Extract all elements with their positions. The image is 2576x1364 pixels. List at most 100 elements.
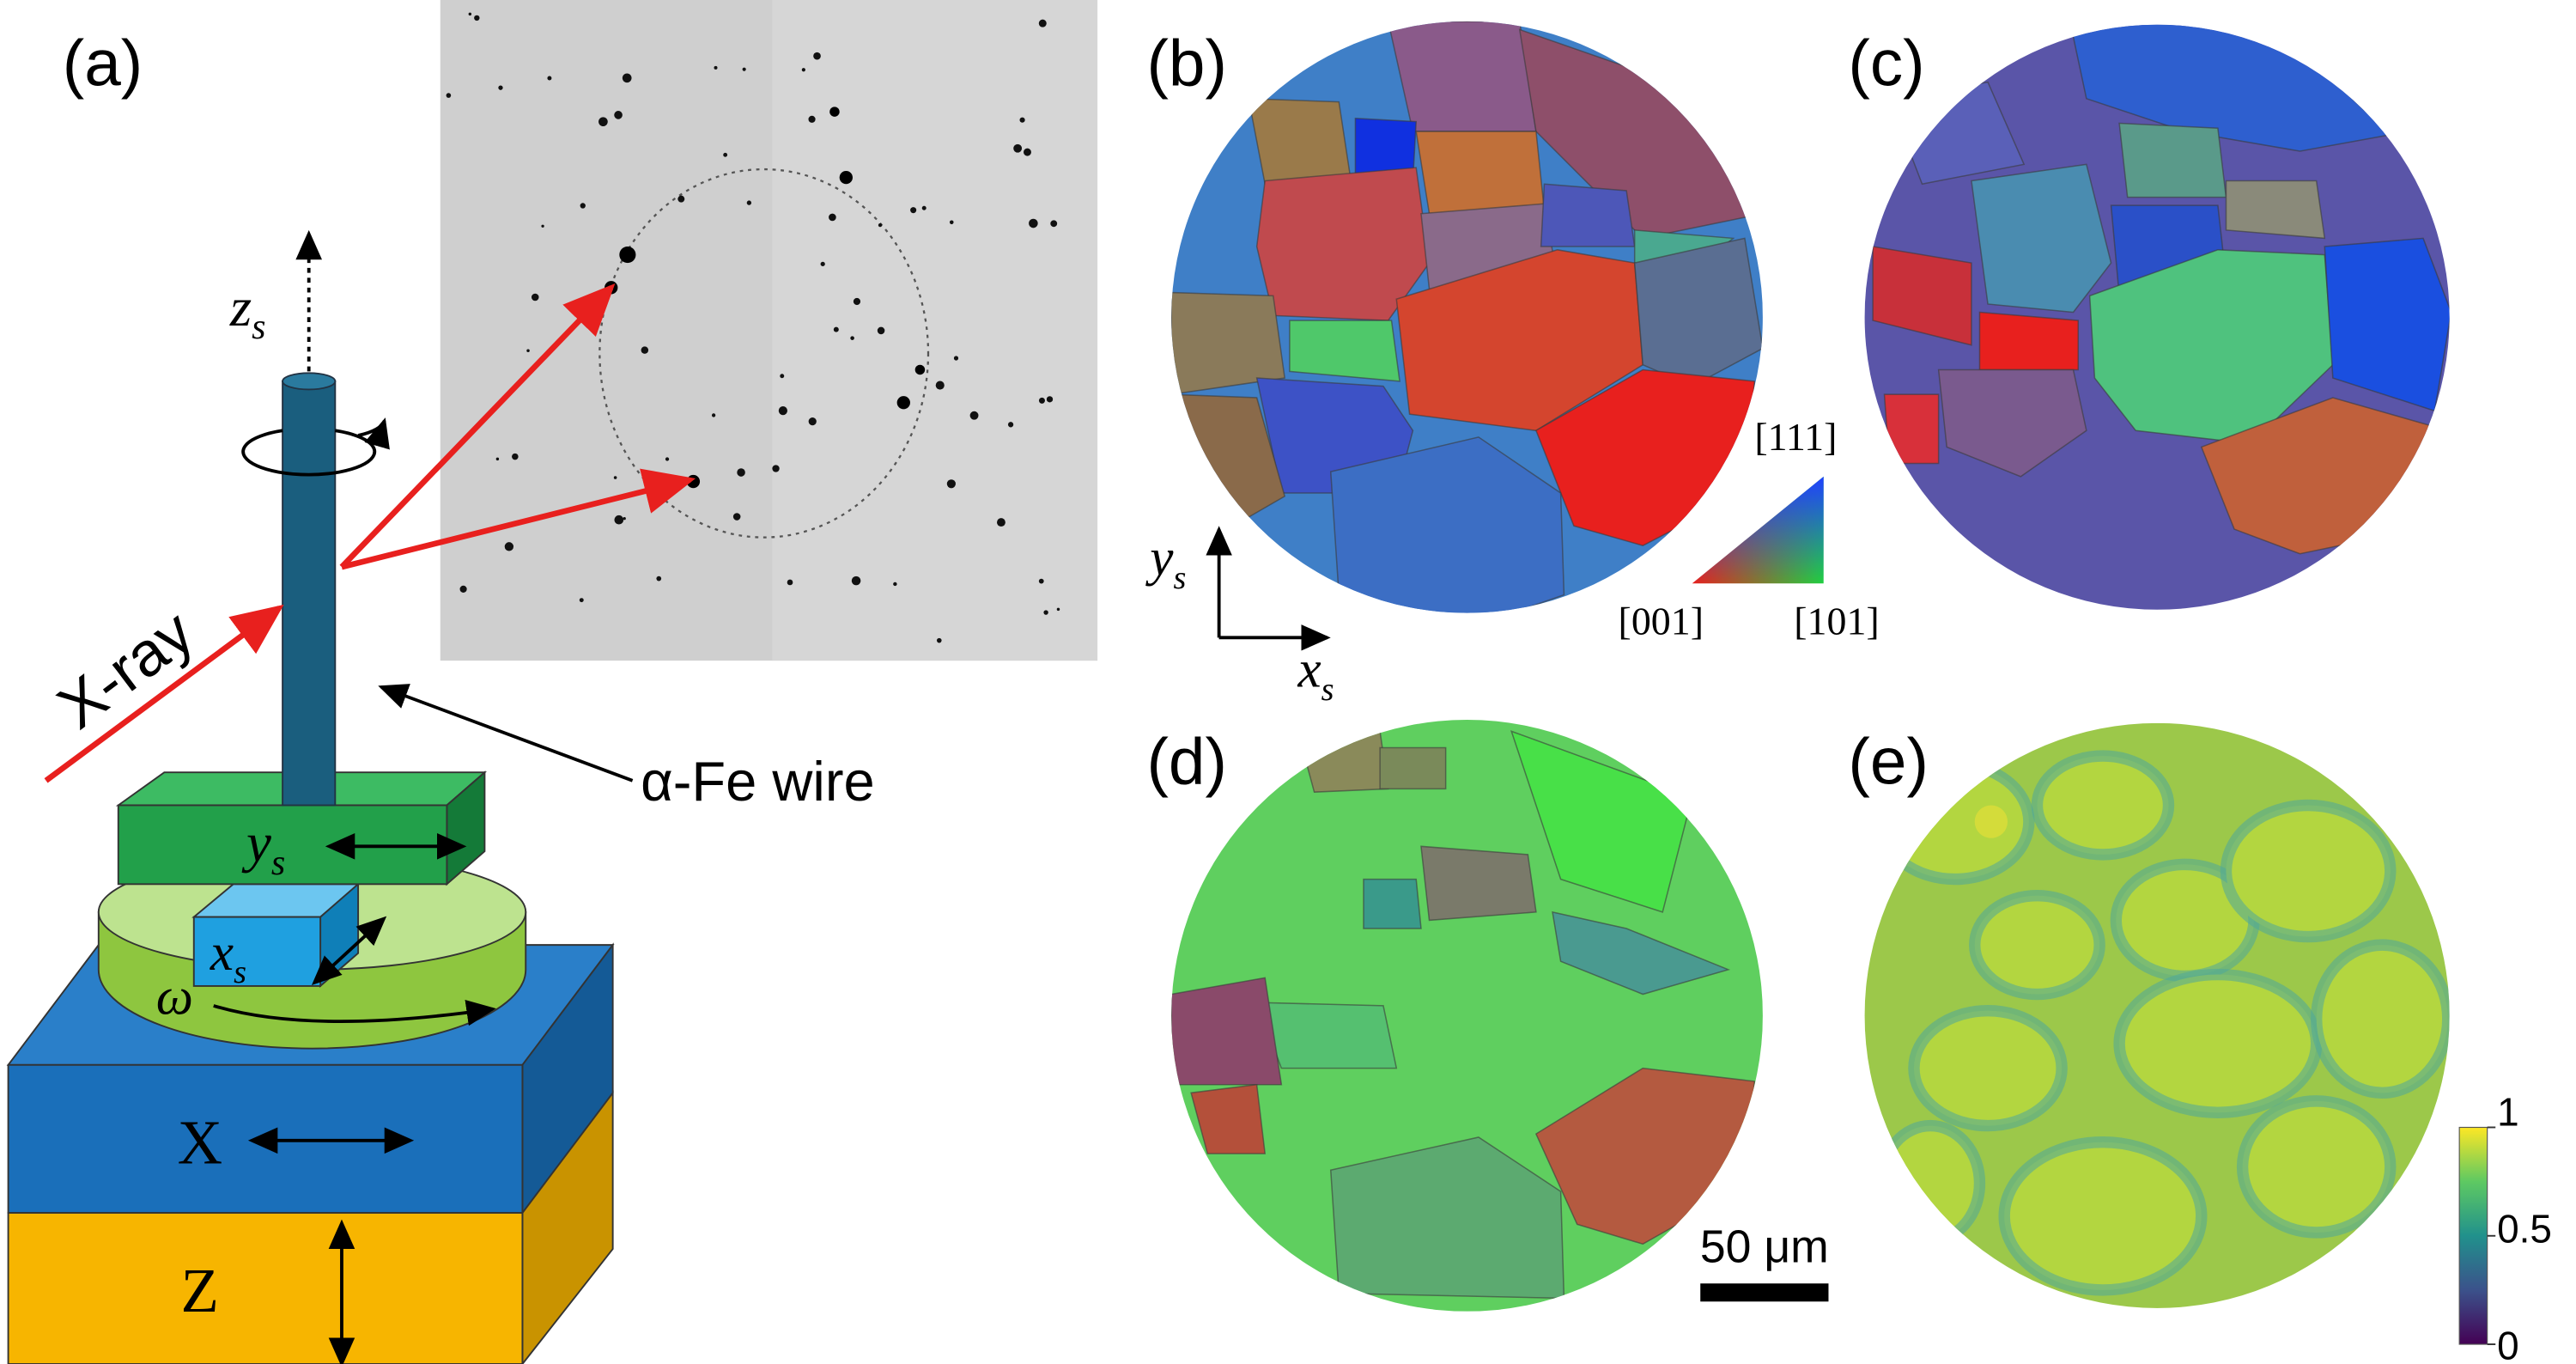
diffraction-spot (1046, 396, 1054, 403)
stage-label: X (178, 1108, 223, 1178)
label-sub: s (252, 307, 265, 347)
diffraction-spot (614, 111, 623, 119)
axis-label: ys (1145, 529, 1186, 596)
diffraction-spot (877, 326, 885, 335)
diffraction-spot (1038, 397, 1045, 404)
diffraction-spot (459, 585, 467, 593)
diffraction-spot (723, 152, 728, 157)
diffraction-spot (512, 453, 519, 460)
diffraction-spot (914, 364, 926, 375)
diffraction-spot (714, 65, 718, 70)
diffraction-spot (910, 207, 917, 214)
diffraction-spot (623, 517, 626, 521)
scale-bar (1700, 1283, 1829, 1302)
diffraction-spot (446, 93, 452, 98)
diffraction-image (440, 0, 1098, 661)
label-main: x (210, 923, 234, 982)
diffraction-spot (1013, 143, 1023, 153)
axis-label: zs (229, 277, 266, 347)
diffraction-spot (1056, 607, 1060, 612)
diffraction-spot (742, 67, 746, 71)
orientation-map (1171, 21, 1763, 613)
orientation-map (1864, 24, 2450, 610)
label-sub: s (1321, 672, 1334, 708)
colorbar-tick-label: 0 (2497, 1323, 2519, 1364)
panel-label: (b) (1146, 27, 1227, 100)
axis-label: xs (210, 923, 246, 990)
diffraction-spot (808, 417, 817, 426)
diffraction-spot (853, 297, 861, 306)
scale-bar-label: 50 μm (1700, 1221, 1829, 1272)
diffraction-spot (851, 575, 861, 586)
diffraction-spot (801, 68, 805, 72)
ipf-key (1692, 476, 1824, 584)
colorbar (2458, 1126, 2488, 1345)
diffraction-spot (1038, 578, 1044, 584)
diffraction-spot (946, 479, 956, 489)
panel-label: (e) (1848, 726, 1929, 799)
diffraction-spot (969, 411, 979, 420)
diffraction-spot (677, 195, 685, 203)
diffraction-spot (829, 213, 836, 222)
label-main: y (241, 813, 271, 874)
diffraction-spot (547, 76, 552, 81)
omega-label: ω (156, 967, 193, 1026)
diffraction-spot (656, 575, 662, 582)
diffraction-spot (647, 479, 652, 484)
ipf-label: [111] (1754, 415, 1837, 459)
stage (6, 229, 696, 1364)
diffraction-spot (495, 457, 500, 461)
diffraction-spot (921, 205, 927, 210)
diffraction-spot (579, 598, 584, 603)
colorbar-tick-label: 1 (2497, 1090, 2519, 1135)
diffraction-spot (808, 115, 816, 123)
panel-label: (d) (1146, 726, 1227, 799)
diffraction-spot (598, 117, 608, 127)
orientation-map (1171, 720, 1763, 1312)
diffraction-spot (829, 107, 840, 117)
diffraction-spot (541, 224, 544, 228)
ipf-label: [101] (1794, 600, 1879, 643)
quality-map (1864, 722, 2450, 1308)
diffraction-spot (1007, 422, 1014, 428)
label-main: y (1145, 529, 1174, 588)
diffraction-spot (474, 15, 480, 21)
diffraction-spot (850, 336, 854, 340)
diffraction-spot (468, 12, 472, 16)
diffraction-spot (531, 293, 539, 301)
diffraction-spot (953, 356, 959, 361)
colorbar-tick-label: 0.5 (2497, 1206, 2552, 1251)
diffraction-spot (619, 246, 636, 264)
diffraction-spot (737, 468, 745, 477)
diffraction-spot (878, 223, 883, 228)
diffraction-spot (622, 73, 632, 83)
diffraction-spot (780, 374, 785, 379)
diffraction-spot (1029, 218, 1038, 228)
wire-label: α-Fe wire (641, 750, 875, 813)
diffraction-spot (936, 637, 942, 643)
diffraction-spot (772, 465, 780, 472)
diffraction-spot (935, 381, 945, 390)
diffraction-spot (1019, 117, 1025, 123)
label-sub: s (234, 954, 246, 990)
diffraction-spot (1024, 148, 1031, 156)
diffraction-spot (1050, 220, 1058, 228)
diffraction-spot (613, 476, 617, 479)
diffraction-spot (641, 346, 649, 354)
diffraction-spot (839, 170, 853, 185)
diffraction-spot (504, 542, 514, 551)
diffraction-spot (949, 220, 954, 225)
diffraction-spot (1043, 610, 1048, 615)
label-sub: s (271, 843, 285, 883)
diffraction-spot (526, 349, 530, 352)
diffraction-spot (893, 582, 897, 587)
axis-label: ys (241, 813, 285, 883)
diffraction-spot (813, 52, 821, 60)
diffraction-spot (833, 326, 839, 332)
diffraction-spot (997, 518, 1005, 527)
diffraction-spot (787, 579, 793, 586)
diffraction-spot (580, 203, 586, 209)
diffraction-spot (820, 261, 825, 266)
axis-label: xs (1297, 641, 1334, 708)
